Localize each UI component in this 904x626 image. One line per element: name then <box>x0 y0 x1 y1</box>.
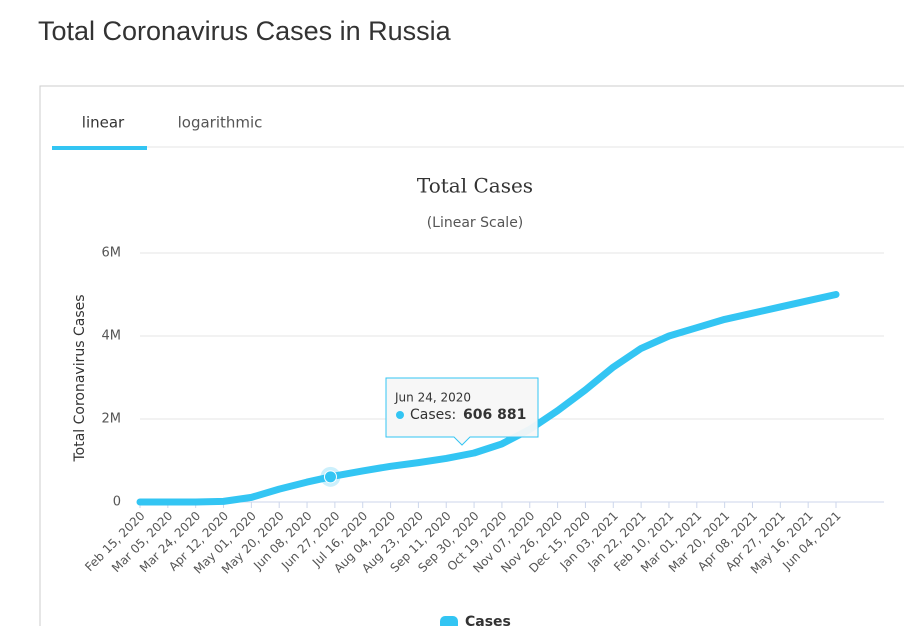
y-tick-label: 6M <box>102 246 122 261</box>
chart-subtitle: (Linear Scale) <box>427 215 524 231</box>
tooltip-swatch <box>396 411 404 419</box>
plot <box>136 291 840 506</box>
tooltip: Jun 24, 2020 Cases: 606 881 <box>320 377 539 487</box>
chart-title: Total Cases <box>417 174 533 198</box>
page-title: Total Coronavirus Cases in Russia <box>38 16 452 46</box>
series-line <box>136 291 840 506</box>
tab[interactable]: linear <box>82 114 125 132</box>
tooltip-date: Jun 24, 2020 <box>394 391 471 405</box>
y-tick-label: 0 <box>113 495 121 510</box>
active-tab-underline <box>52 146 147 150</box>
hover-point <box>323 470 337 484</box>
y-tick-label: 4M <box>102 329 122 344</box>
panel-border <box>39 85 904 626</box>
legend-label: Cases <box>465 614 511 626</box>
tooltip-box <box>385 377 539 446</box>
legend-symbol <box>440 616 458 626</box>
y-tick-label: 2M <box>102 412 122 427</box>
tooltip-value: 606 881 <box>463 407 526 423</box>
tooltip-label: Cases: <box>410 407 456 423</box>
tab[interactable]: logarithmic <box>178 114 263 132</box>
y-axis-label: Total Coronavirus Cases <box>72 294 88 462</box>
